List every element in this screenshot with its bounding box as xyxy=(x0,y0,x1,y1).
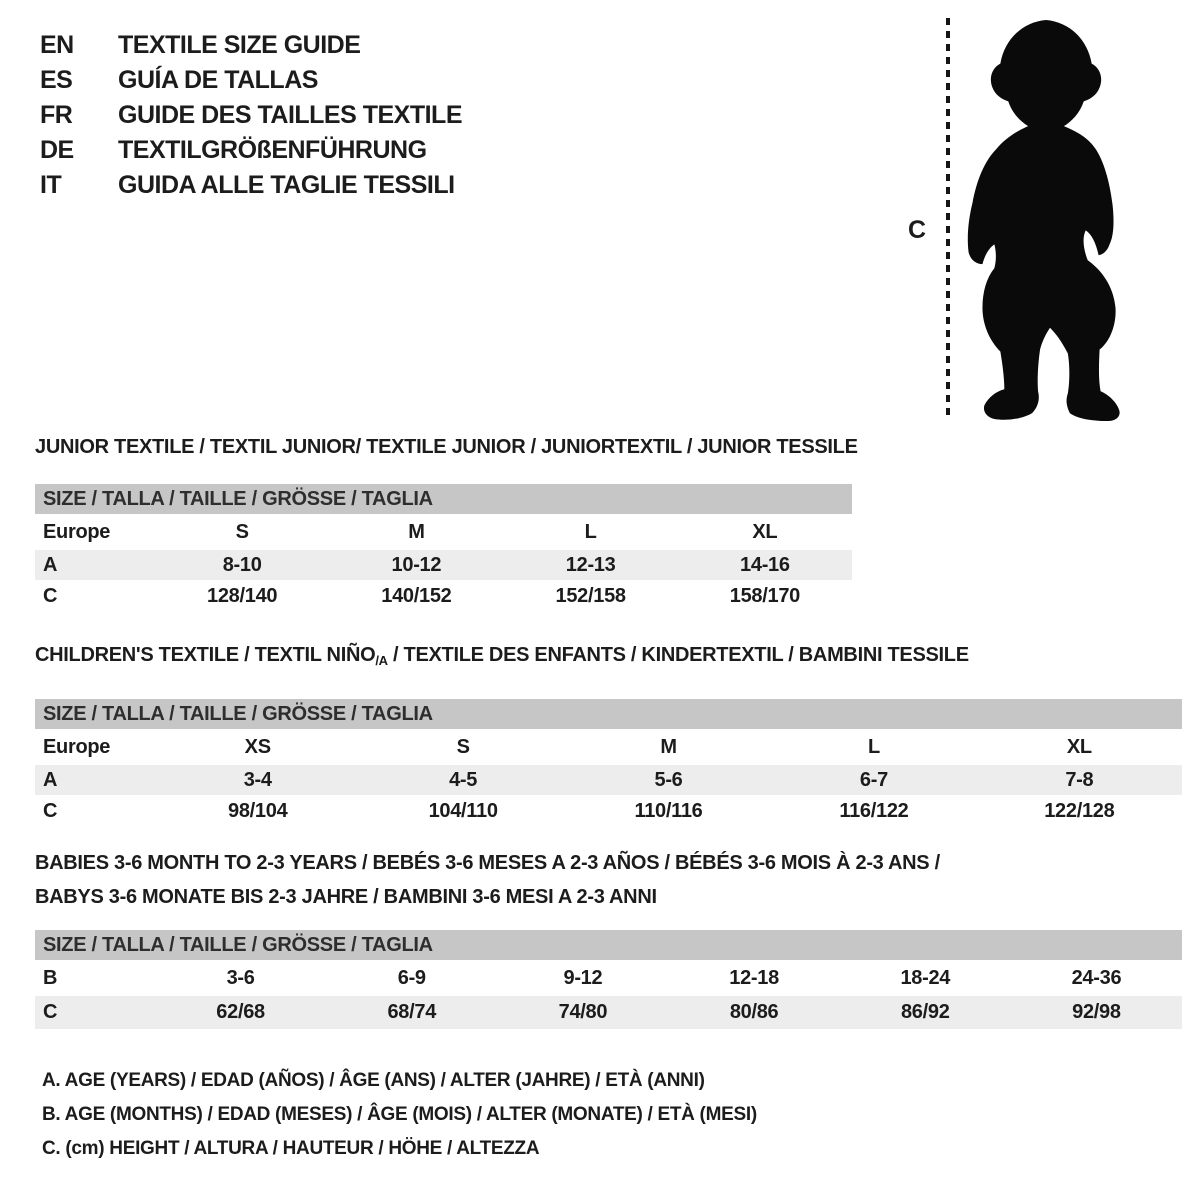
value-cell: 74/80 xyxy=(558,1001,608,1023)
height-label-c: C xyxy=(908,216,927,244)
value-cell: 68/74 xyxy=(387,1001,437,1023)
value-cell: 12-18 xyxy=(729,966,779,989)
table-row: Europe XS S M L XL xyxy=(35,729,1182,765)
value-cell: 9-12 xyxy=(563,966,603,989)
children-title-post: / TEXTILE DES ENFANTS / KINDERTEXTIL / B… xyxy=(387,644,969,666)
language-row-it: IT GUIDA ALLE TAGLIE TESSILI xyxy=(40,168,462,203)
row-label: A xyxy=(43,553,58,576)
size-header-bar: SIZE / TALLA / TAILLE / GRÖSSE / TAGLIA xyxy=(35,484,852,514)
size-header-bar: SIZE / TALLA / TAILLE / GRÖSSE / TAGLIA xyxy=(35,930,1182,960)
value-cell: 92/98 xyxy=(1072,1001,1121,1023)
value-cell: 3-6 xyxy=(226,966,255,989)
value-cell: 128/140 xyxy=(207,585,278,607)
row-label: C xyxy=(43,585,58,607)
value-cell: 4-5 xyxy=(449,768,478,791)
size-cell: M xyxy=(660,735,677,758)
value-cell: 104/110 xyxy=(428,800,498,822)
junior-section: JUNIOR TEXTILE / TEXTIL JUNIOR/ TEXTILE … xyxy=(35,436,858,613)
value-cell: 140/152 xyxy=(381,585,452,607)
size-cell: M xyxy=(408,520,425,543)
size-cell: S xyxy=(456,735,470,758)
size-cell: S xyxy=(235,520,249,543)
value-cell: 8-10 xyxy=(222,553,262,576)
language-title: GUIDE DES TAILLES TEXTILE xyxy=(118,101,463,129)
value-cell: 24-36 xyxy=(1071,966,1122,989)
size-cell: L xyxy=(584,520,597,543)
baby-silhouette-icon xyxy=(967,19,1120,422)
children-section: CHILDREN'S TEXTILE / TEXTIL NIÑO/A / TEX… xyxy=(35,644,1182,828)
row-label: Europe xyxy=(43,735,111,758)
row-label: C xyxy=(43,1001,58,1023)
table-row: A 3-4 4-5 5-6 6-7 7-8 xyxy=(35,765,1182,795)
table-row: B 3-6 6-9 9-12 12-18 18-24 24-36 xyxy=(35,960,1182,996)
value-cell: 5-6 xyxy=(654,768,683,791)
language-row-de: DE TEXTILGRÖßENFÜHRUNG xyxy=(40,133,462,168)
value-cell: 86/92 xyxy=(900,1001,950,1023)
table-row: Europe S M L XL xyxy=(35,514,852,550)
value-cell: 122/128 xyxy=(1044,800,1115,822)
size-cell: XL xyxy=(1066,735,1092,758)
value-cell: 12-13 xyxy=(565,553,616,576)
value-cell: 6-9 xyxy=(397,966,426,989)
language-code: IT xyxy=(40,171,62,199)
value-cell: 152/158 xyxy=(555,585,627,607)
children-title-subscript: /A xyxy=(375,653,388,668)
value-cell: 7-8 xyxy=(1065,768,1094,791)
table-row: C 98/104 104/110 110/116 116/122 122/128 xyxy=(35,795,1182,828)
row-label: C xyxy=(43,800,58,822)
value-cell: 158/170 xyxy=(729,585,801,607)
babies-section: BABIES 3-6 MONTH TO 2-3 YEARS / BEBÉS 3-… xyxy=(35,846,1182,1029)
language-row-es: ES GUÍA DE TALLAS xyxy=(40,63,462,98)
footnote-c: C. (cm) HEIGHT / ALTURA / HAUTEUR / HÖHE… xyxy=(42,1138,540,1159)
value-cell: 10-12 xyxy=(391,553,442,576)
language-title: TEXTILGRÖßENFÜHRUNG xyxy=(118,136,427,164)
language-title: GUIDA ALLE TAGLIE TESSILI xyxy=(118,171,455,199)
language-title-list: EN TEXTILE SIZE GUIDE ES GUÍA DE TALLAS … xyxy=(40,28,463,203)
row-label: Europe xyxy=(43,520,111,543)
footnote-a: A. AGE (YEARS) / EDAD (AÑOS) / ÂGE (ANS)… xyxy=(42,1070,705,1091)
table-row: A 8-10 10-12 12-13 14-16 xyxy=(35,550,852,580)
babies-section-title-line2: BABYS 3-6 MONATE BIS 2-3 JAHRE / BAMBINI… xyxy=(35,886,657,908)
children-section-title: CHILDREN'S TEXTILE / TEXTIL NIÑO/A / TEX… xyxy=(35,644,1182,672)
value-cell: 98/104 xyxy=(228,800,288,822)
value-cell: 62/68 xyxy=(216,1001,265,1023)
row-label: B xyxy=(43,966,58,989)
babies-section-title-line1: BABIES 3-6 MONTH TO 2-3 YEARS / BEBÉS 3-… xyxy=(35,852,940,874)
language-code: EN xyxy=(40,31,74,59)
language-row-en: EN TEXTILE SIZE GUIDE xyxy=(40,28,462,63)
value-cell: 110/116 xyxy=(634,800,703,822)
footnotes: A. AGE (YEARS) / EDAD (AÑOS) / ÂGE (ANS)… xyxy=(42,1064,757,1166)
language-title: TEXTILE SIZE GUIDE xyxy=(118,31,361,59)
value-cell: 3-4 xyxy=(243,768,272,791)
row-label: A xyxy=(43,768,58,791)
value-cell: 116/122 xyxy=(839,800,909,822)
children-title-pre: CHILDREN'S TEXTILE / TEXTIL NIÑO xyxy=(35,644,376,666)
value-cell: 80/86 xyxy=(729,1001,779,1023)
language-title: GUÍA DE TALLAS xyxy=(118,66,318,94)
height-dimension-dashed-line xyxy=(946,18,950,418)
height-figure: C xyxy=(900,8,1190,428)
value-cell: 14-16 xyxy=(740,553,790,576)
size-cell: XL xyxy=(752,520,778,543)
language-code: DE xyxy=(40,136,74,164)
value-cell: 6-7 xyxy=(859,768,888,791)
junior-section-title: JUNIOR TEXTILE / TEXTIL JUNIOR/ TEXTILE … xyxy=(35,436,858,458)
table-row: C 128/140 140/152 152/158 158/170 xyxy=(35,580,852,613)
language-code: ES xyxy=(40,66,73,94)
language-row-fr: FR GUIDE DES TAILLES TEXTILE xyxy=(40,98,463,133)
table-row: C 62/68 68/74 74/80 80/86 86/92 92/98 xyxy=(35,996,1182,1029)
language-code: FR xyxy=(40,101,73,129)
value-cell: 18-24 xyxy=(900,966,951,989)
size-header-bar: SIZE / TALLA / TAILLE / GRÖSSE / TAGLIA xyxy=(35,699,1182,729)
size-cell: L xyxy=(867,735,880,758)
footnote-b: B. AGE (MONTHS) / EDAD (MESES) / ÂGE (MO… xyxy=(42,1104,757,1125)
size-cell: XS xyxy=(244,735,271,758)
